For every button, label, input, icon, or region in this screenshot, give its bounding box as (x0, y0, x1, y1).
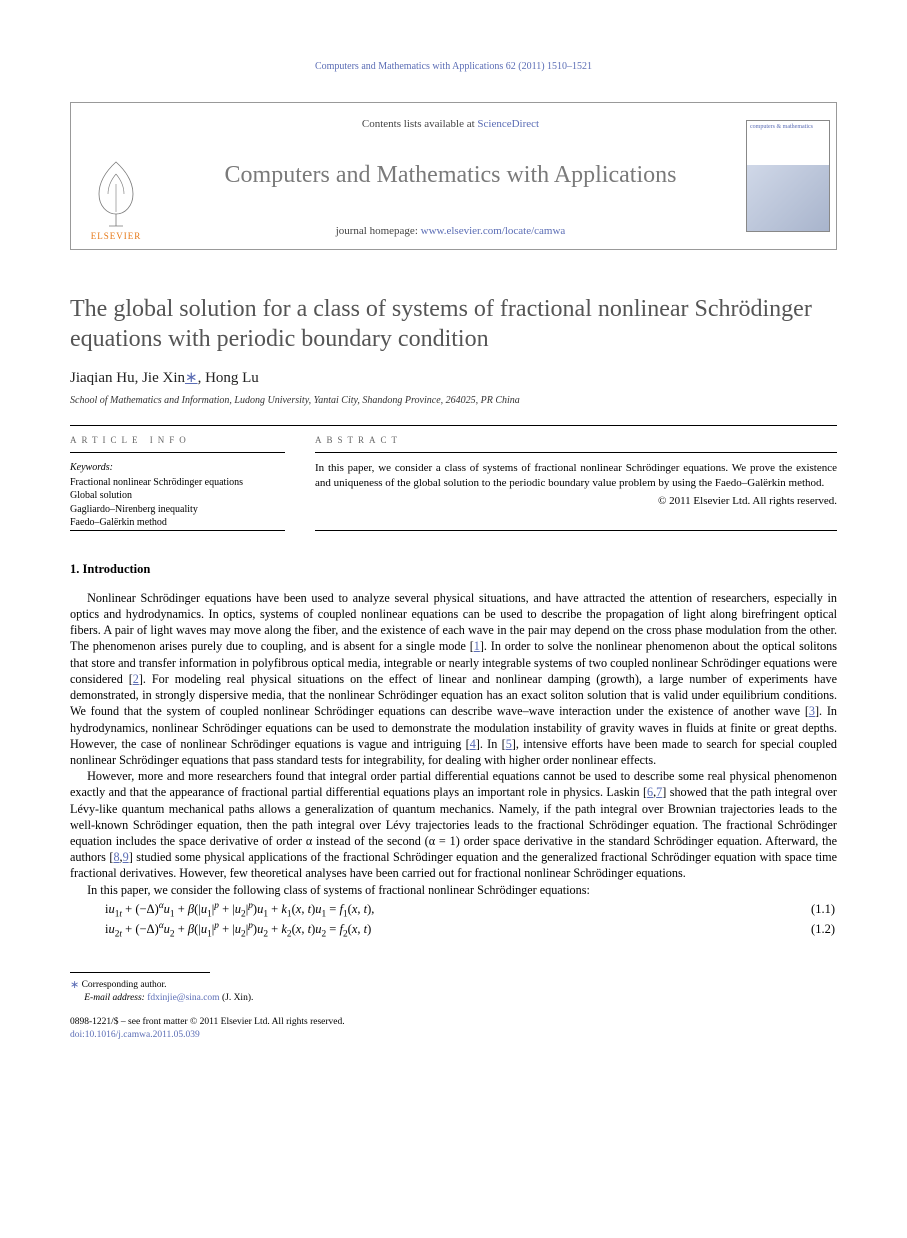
affiliation: School of Mathematics and Information, L… (70, 394, 837, 408)
journal-title: Computers and Mathematics with Applicati… (169, 159, 732, 191)
article-info-column: article info Keywords: Fractional nonlin… (70, 426, 285, 530)
sciencedirect-link[interactable]: ScienceDirect (477, 118, 539, 130)
abstract-column: abstract In this paper, we consider a cl… (315, 426, 837, 530)
publisher-name: ELSEVIER (91, 230, 142, 242)
paragraph: Nonlinear Schrödinger equations have bee… (70, 590, 837, 768)
paragraph: In this paper, we consider the following… (70, 882, 837, 898)
citation-link[interactable]: 6 (647, 785, 653, 799)
email-link[interactable]: fdxinjie@sina.com (147, 993, 219, 1003)
doi-line: doi:10.1016/j.camwa.2011.05.039 (70, 1029, 837, 1041)
front-matter-line: 0898-1221/$ – see front matter © 2011 El… (70, 1016, 837, 1028)
homepage-link[interactable]: www.elsevier.com/locate/camwa (421, 225, 566, 237)
equation-number: (1.2) (811, 921, 837, 938)
contents-available-line: Contents lists available at ScienceDirec… (169, 117, 732, 132)
article-title: The global solution for a class of syste… (70, 294, 837, 354)
citation-link[interactable]: 8 (113, 850, 119, 864)
body-text: Nonlinear Schrödinger equations have bee… (70, 590, 837, 898)
article-info-heading: article info (70, 426, 285, 453)
running-head: Computers and Mathematics with Applicati… (70, 60, 837, 74)
footnotes: ∗ Corresponding author. E-mail address: … (70, 978, 837, 1005)
equation: iu1t + (−Δ)αu1 + β(|u1|p + |u2|p)u1 + k1… (70, 901, 811, 918)
abstract-heading: abstract (315, 426, 837, 453)
keyword-item: Faedo–Galërkin method (70, 516, 285, 530)
equation-row: iu2t + (−Δ)αu2 + β(|u1|p + |u2|p)u2 + k2… (70, 921, 837, 938)
homepage-prefix: journal homepage: (336, 225, 421, 237)
abstract-body: In this paper, we consider a class of sy… (315, 461, 837, 491)
publisher-logo: ELSEVIER (71, 103, 161, 249)
authors-part2: , Hong Lu (198, 370, 259, 386)
email-line: E-mail address: fdxinjie@sina.com (J. Xi… (70, 992, 837, 1004)
cover-thumb-title: computers & mathematics (747, 121, 829, 165)
equation-row: iu1t + (−Δ)αu1 + β(|u1|p + |u2|p)u1 + k1… (70, 901, 837, 918)
author-list: Jiaqian Hu, Jie Xin∗, Hong Lu (70, 368, 837, 388)
doi-link[interactable]: doi:10.1016/j.camwa.2011.05.039 (70, 1030, 200, 1040)
equation-number: (1.1) (811, 901, 837, 918)
bottom-metadata: 0898-1221/$ – see front matter © 2011 El… (70, 1016, 837, 1041)
footnote-rule (70, 972, 210, 973)
journal-cover-thumb: computers & mathematics (740, 103, 836, 249)
keywords-label: Keywords: (70, 461, 285, 475)
corresponding-author-note: ∗ Corresponding author. (70, 978, 837, 992)
email-tail: (J. Xin). (220, 993, 254, 1003)
keyword-item: Fractional nonlinear Schrödinger equatio… (70, 476, 285, 490)
divider (315, 530, 837, 531)
email-label: E-mail address: (84, 993, 147, 1003)
footnote-star-link[interactable]: ∗ (70, 979, 79, 991)
paragraph: However, more and more researchers found… (70, 768, 837, 882)
journal-header-box: ELSEVIER Contents lists available at Sci… (70, 102, 837, 250)
keyword-item: Global solution (70, 489, 285, 503)
keyword-item: Gagliardo–Nirenberg inequality (70, 503, 285, 517)
abstract-copyright: © 2011 Elsevier Ltd. All rights reserved… (315, 494, 837, 509)
section-heading: 1. Introduction (70, 561, 837, 578)
journal-homepage-line: journal homepage: www.elsevier.com/locat… (169, 224, 732, 239)
authors-part1: Jiaqian Hu, Jie Xin (70, 370, 185, 386)
corresponding-star-link[interactable]: ∗ (185, 370, 198, 386)
divider (70, 530, 285, 531)
contents-prefix: Contents lists available at (362, 118, 477, 130)
elsevier-tree-icon (85, 154, 147, 228)
equation: iu2t + (−Δ)αu2 + β(|u1|p + |u2|p)u2 + k2… (70, 921, 811, 938)
